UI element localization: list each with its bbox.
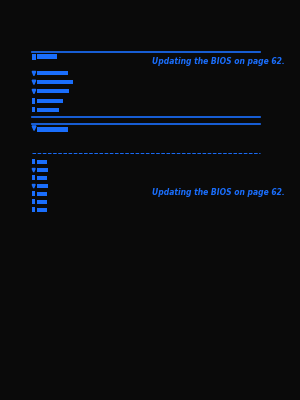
FancyBboxPatch shape: [37, 99, 62, 103]
FancyBboxPatch shape: [37, 208, 47, 212]
FancyBboxPatch shape: [32, 54, 36, 60]
Polygon shape: [32, 72, 36, 76]
FancyBboxPatch shape: [32, 175, 35, 180]
Polygon shape: [32, 80, 36, 84]
FancyBboxPatch shape: [37, 127, 68, 132]
Polygon shape: [32, 126, 36, 130]
FancyBboxPatch shape: [32, 98, 35, 104]
Text: Updating the BIOS on page 62.: Updating the BIOS on page 62.: [152, 188, 284, 197]
FancyBboxPatch shape: [37, 184, 48, 188]
FancyBboxPatch shape: [32, 199, 35, 204]
FancyBboxPatch shape: [37, 89, 69, 93]
Polygon shape: [32, 90, 36, 94]
FancyBboxPatch shape: [37, 176, 47, 180]
FancyBboxPatch shape: [37, 108, 58, 112]
FancyBboxPatch shape: [32, 207, 35, 212]
Polygon shape: [32, 184, 35, 188]
FancyBboxPatch shape: [37, 200, 47, 204]
FancyBboxPatch shape: [37, 71, 68, 75]
FancyBboxPatch shape: [37, 160, 47, 164]
FancyBboxPatch shape: [32, 191, 35, 196]
FancyBboxPatch shape: [32, 159, 35, 164]
FancyBboxPatch shape: [37, 80, 73, 84]
Text: Updating the BIOS on page 62.: Updating the BIOS on page 62.: [152, 58, 284, 66]
FancyBboxPatch shape: [37, 168, 48, 172]
Polygon shape: [32, 168, 35, 172]
FancyBboxPatch shape: [32, 107, 35, 112]
FancyBboxPatch shape: [37, 54, 57, 59]
FancyBboxPatch shape: [37, 192, 47, 196]
